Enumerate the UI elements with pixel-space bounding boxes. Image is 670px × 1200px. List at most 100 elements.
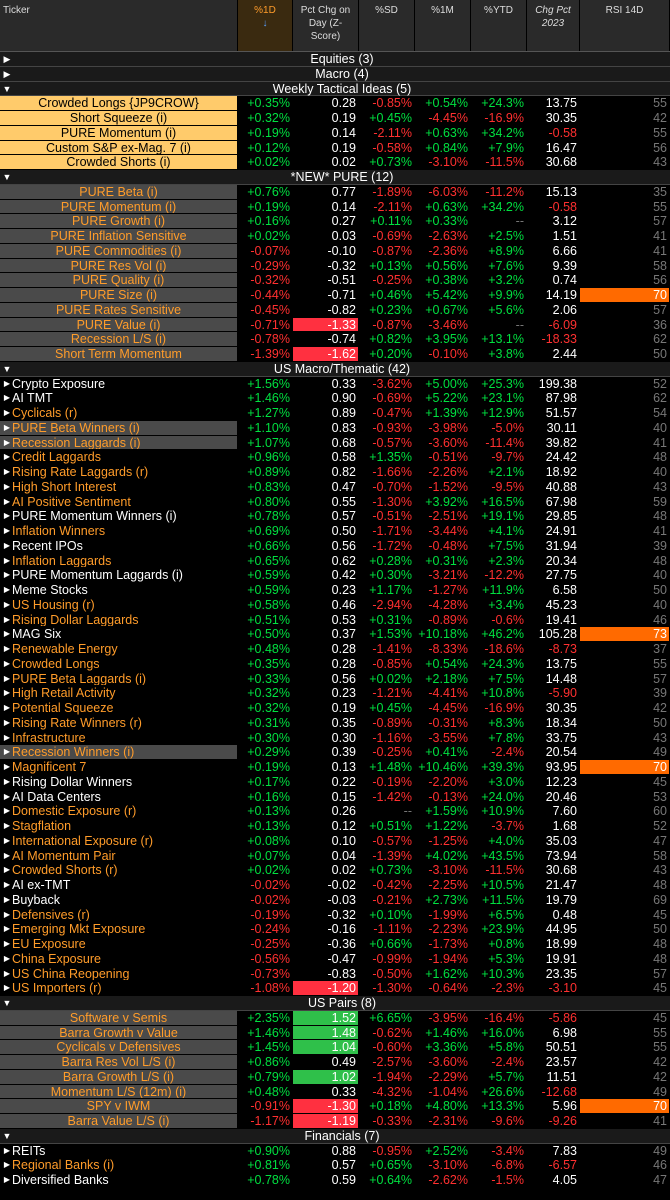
row-expand-icon[interactable]: ▶ bbox=[3, 378, 11, 388]
table-row[interactable]: ▶ Domestic Exposure (r) +0.13% 0.26 -- +1.59%… bbox=[0, 804, 670, 819]
group-header[interactable]: ▼ Weekly Tactical Ideas (5) bbox=[0, 81, 670, 97]
table-row[interactable]: ▶ Cyclicals (r) +1.27% 0.89 -0.47% +1.39% +12.… bbox=[0, 406, 670, 421]
column-header-6[interactable]: Chg Pct 2023 bbox=[527, 0, 580, 51]
table-row[interactable]: Barra Growth L/S (i) +0.79% 1.02 -1.94% -2.2… bbox=[0, 1069, 670, 1085]
table-row[interactable]: ▶ PURE Momentum Winners (i) +0.78% 0.57 -0.5… bbox=[0, 509, 670, 524]
table-row[interactable]: ▶ Crowded Shorts (r) +0.02% 0.02 +0.73% -3.10… bbox=[0, 863, 670, 878]
group-header[interactable]: ▼ Financials (7) bbox=[0, 1128, 670, 1144]
row-expand-icon[interactable]: ▶ bbox=[3, 850, 11, 860]
table-row[interactable]: ▶ Meme Stocks +0.59% 0.23 +1.17% -1.27% +11.9%… bbox=[0, 583, 670, 598]
table-row[interactable]: ▶ Rising Dollar Winners +0.17% 0.22 -0.19% -2… bbox=[0, 774, 670, 790]
table-row[interactable]: PURE Value (i) -0.71% -1.33 -0.87% -3.46% -- -… bbox=[0, 317, 670, 333]
group-header[interactable]: ▼ US Macro/Thematic (42) bbox=[0, 361, 670, 377]
collapse-arrow-icon[interactable]: ▼ bbox=[2, 83, 12, 94]
row-expand-icon[interactable]: ▶ bbox=[3, 496, 11, 506]
table-row[interactable]: ▶ Rising Rate Laggards (r) +0.89% 0.82 -1.66… bbox=[0, 465, 670, 480]
group-header[interactable]: ▼ US Pairs (8) bbox=[0, 996, 670, 1011]
table-row[interactable]: ▶ International Exposure (r) +0.08% 0.10 -0.… bbox=[0, 833, 670, 849]
table-row[interactable]: ▶ PURE Beta Winners (i) +1.10% 0.83 -0.93% -3… bbox=[0, 420, 670, 436]
table-row[interactable]: PURE Commodities (i) -0.07% -0.10 -0.87% -2.… bbox=[0, 243, 670, 259]
table-row[interactable]: ▶ Crowded Longs +0.35% 0.28 -0.85% +0.54% +24.… bbox=[0, 656, 670, 672]
table-row[interactable]: ▶ US Housing (r) +0.58% 0.46 -2.94% -4.28% +3.… bbox=[0, 597, 670, 613]
table-row[interactable]: ▶ AI ex-TMT -0.02% -0.02 -0.42% -2.25% +10.5% 2… bbox=[0, 878, 670, 893]
expand-arrow-icon[interactable]: ▶ bbox=[3, 54, 11, 64]
sort-desc-icon[interactable]: ↓ bbox=[262, 18, 268, 29]
row-expand-icon[interactable]: ▶ bbox=[3, 939, 11, 948]
table-row[interactable]: ▶ US Importers (r) -1.08% -1.20 -1.30% -0.64%… bbox=[0, 981, 670, 996]
row-expand-icon[interactable]: ▶ bbox=[3, 585, 11, 594]
row-expand-icon[interactable]: ▶ bbox=[3, 865, 11, 875]
table-row[interactable]: ▶ AI TMT +1.46% 0.90 -0.69% +5.22% +23.1% 87.98… bbox=[0, 391, 670, 406]
table-row[interactable]: PURE Quality (i) -0.32% -0.51 -0.25% +0.38% +… bbox=[0, 273, 670, 288]
table-row[interactable]: ▶ Infrastructure +0.30% 0.30 -1.16% -3.55% +7.… bbox=[0, 730, 670, 746]
table-row[interactable]: Cyclicals v Defensives +1.45% 1.04 -0.60% +3… bbox=[0, 1040, 670, 1055]
row-expand-icon[interactable]: ▶ bbox=[3, 909, 11, 919]
table-row[interactable]: ▶ Renewable Energy +0.48% 0.28 -1.41% -8.33% -… bbox=[0, 642, 670, 657]
column-header-5[interactable]: %YTD bbox=[471, 0, 527, 51]
table-row[interactable]: ▶ Credit Laggards +0.96% 0.58 +1.35% -0.51% -9… bbox=[0, 450, 670, 465]
table-row[interactable]: ▶ Rising Rate Winners (r) +0.31% 0.35 -0.89%… bbox=[0, 715, 670, 731]
table-row[interactable]: ▶ High Short Interest +0.83% 0.47 -0.70% -1.5… bbox=[0, 479, 670, 495]
table-row[interactable]: Crowded Longs {JP9CROW} +0.35% 0.28 -0.85% +… bbox=[0, 96, 670, 111]
table-row[interactable]: ▶ PURE Beta Laggards (i) +0.33% 0.56 +0.02% +… bbox=[0, 671, 670, 687]
table-row[interactable]: ▶ Emerging Mkt Exposure -0.24% -0.16 -1.11% -… bbox=[0, 922, 670, 937]
row-expand-icon[interactable]: ▶ bbox=[3, 481, 11, 491]
table-row[interactable]: Momentum L/S (12m) (i) +0.48% 0.33 -4.32% -1… bbox=[0, 1084, 670, 1100]
row-expand-icon[interactable]: ▶ bbox=[3, 511, 11, 521]
row-expand-icon[interactable]: ▶ bbox=[3, 452, 11, 462]
table-row[interactable]: ▶ Regional Banks (i) +0.81% 0.57 +0.65% -3.10… bbox=[0, 1158, 670, 1173]
table-row[interactable]: ▶ Recession Laggards (i) +1.07% 0.68 -0.57% -… bbox=[0, 435, 670, 451]
row-expand-icon[interactable]: ▶ bbox=[3, 673, 11, 683]
group-header[interactable]: ▶ Macro (4) bbox=[0, 66, 670, 82]
table-row[interactable]: ▶ Stagflation +0.13% 0.12 +0.51% +1.22% -3.7% 1… bbox=[0, 819, 670, 834]
table-row[interactable]: ▶ AI Positive Sentiment +0.80% 0.55 -1.30% +3… bbox=[0, 494, 670, 510]
expand-arrow-icon[interactable]: ▶ bbox=[3, 68, 11, 79]
table-row[interactable]: ▶ AI Data Centers +0.16% 0.15 -1.42% -0.13% +2… bbox=[0, 789, 670, 805]
table-row[interactable]: Custom S&P ex-Mag. 7 (i) +0.12% 0.19 -0.58%… bbox=[0, 140, 670, 156]
table-row[interactable]: ▶ Diversified Banks +0.78% 0.59 +0.64% -2.62%… bbox=[0, 1173, 670, 1188]
row-expand-icon[interactable]: ▶ bbox=[3, 806, 11, 816]
row-expand-icon[interactable]: ▶ bbox=[3, 540, 11, 550]
table-row[interactable]: ▶ REITs +0.90% 0.88 -0.95% +2.52% -3.4% 7.83 49 bbox=[0, 1143, 670, 1159]
table-row[interactable]: PURE Inflation Sensitive +0.02% 0.03 -0.69%… bbox=[0, 229, 670, 244]
table-row[interactable]: Short Squeeze (i) +0.32% 0.19 +0.45% -4.45% -… bbox=[0, 111, 670, 126]
collapse-arrow-icon[interactable]: ▼ bbox=[2, 998, 12, 1008]
row-expand-icon[interactable]: ▶ bbox=[3, 880, 11, 889]
table-row[interactable]: PURE Res Vol (i) -0.29% -0.32 +0.13% +0.56% +… bbox=[0, 258, 670, 274]
group-header[interactable]: ▶ Equities (3) bbox=[0, 52, 670, 67]
row-expand-icon[interactable]: ▶ bbox=[3, 688, 11, 698]
row-expand-icon[interactable]: ▶ bbox=[3, 393, 11, 403]
table-row[interactable]: ▶ China Exposure -0.56% -0.47 -0.99% -1.94% +5… bbox=[0, 951, 670, 967]
table-row[interactable]: Barra Value L/S (i) -1.17% -1.19 -0.33% -2.3… bbox=[0, 1114, 670, 1129]
row-expand-icon[interactable]: ▶ bbox=[3, 658, 11, 668]
row-expand-icon[interactable]: ▶ bbox=[3, 747, 11, 757]
row-expand-icon[interactable]: ▶ bbox=[3, 894, 11, 904]
row-expand-icon[interactable]: ▶ bbox=[3, 953, 11, 963]
table-row[interactable]: ▶ Potential Squeeze +0.32% 0.19 +0.45% -4.45%… bbox=[0, 701, 670, 716]
table-row[interactable]: ▶ Magnificent 7 +0.19% 0.13 +1.48% +10.46% +39… bbox=[0, 760, 670, 775]
row-expand-icon[interactable]: ▶ bbox=[3, 821, 11, 830]
collapse-arrow-icon[interactable]: ▼ bbox=[2, 1130, 12, 1141]
table-row[interactable]: Short Term Momentum -1.39% -1.62 +0.20% -0.1… bbox=[0, 347, 670, 362]
table-row[interactable]: Barra Growth v Value +1.46% 1.48 -0.62% +1.4… bbox=[0, 1025, 670, 1041]
row-expand-icon[interactable]: ▶ bbox=[3, 467, 11, 476]
table-row[interactable]: Recession L/S (i) -0.78% -0.74 +0.82% +3.95%… bbox=[0, 332, 670, 347]
table-row[interactable]: PURE Beta (i) +0.76% 0.77 -1.89% -6.03% -11.2… bbox=[0, 184, 670, 200]
table-row[interactable]: ▶ Defensives (r) -0.19% -0.32 +0.10% -1.99% +6… bbox=[0, 907, 670, 923]
collapse-arrow-icon[interactable]: ▼ bbox=[2, 172, 12, 182]
row-expand-icon[interactable]: ▶ bbox=[3, 408, 11, 417]
row-expand-icon[interactable]: ▶ bbox=[3, 629, 11, 639]
row-expand-icon[interactable]: ▶ bbox=[3, 526, 11, 535]
column-header-3[interactable]: %SD bbox=[359, 0, 415, 51]
table-row[interactable]: PURE Rates Sensitive -0.45% -0.82 +0.23% +0.… bbox=[0, 302, 670, 318]
table-row[interactable]: PURE Growth (i) +0.16% 0.27 +0.11% +0.33% -- 3… bbox=[0, 214, 670, 229]
table-row[interactable]: ▶ Crypto Exposure +1.56% 0.33 -3.62% +5.00% +2… bbox=[0, 376, 670, 392]
row-expand-icon[interactable]: ▶ bbox=[3, 968, 11, 978]
table-row[interactable]: PURE Momentum (i) +0.19% 0.14 -2.11% +0.63% +… bbox=[0, 125, 670, 141]
row-expand-icon[interactable]: ▶ bbox=[3, 983, 11, 993]
row-expand-icon[interactable]: ▶ bbox=[3, 570, 11, 580]
table-row[interactable]: ▶ EU Exposure -0.25% -0.36 +0.66% -1.73% +0.8%… bbox=[0, 937, 670, 952]
table-row[interactable]: SPY v IWM -0.91% -1.30 +0.18% +4.80% +13.3% 5.… bbox=[0, 1099, 670, 1114]
row-expand-icon[interactable]: ▶ bbox=[3, 717, 11, 727]
row-expand-icon[interactable]: ▶ bbox=[3, 599, 11, 609]
